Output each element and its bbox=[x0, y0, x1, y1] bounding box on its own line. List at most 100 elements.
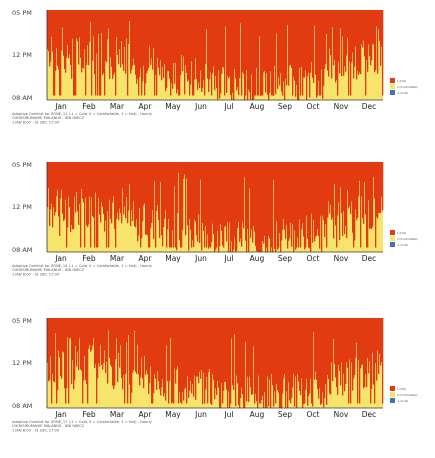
heatmap-cell-hot bbox=[237, 318, 239, 384]
heatmap-cell-hot bbox=[344, 318, 346, 392]
heatmap-cell-hot bbox=[347, 162, 349, 191]
heatmap-cell-hot bbox=[178, 318, 180, 404]
heatmap-cell-hot bbox=[68, 10, 70, 59]
heatmap-cell-hot bbox=[82, 162, 84, 199]
heatmap-cell-hot bbox=[138, 318, 140, 375]
heatmap-cell-hot bbox=[357, 10, 359, 71]
heatmap-cell-hot bbox=[259, 10, 261, 37]
heatmap-cell-hot bbox=[198, 318, 200, 384]
heatmap-cell-hot bbox=[102, 162, 104, 208]
heatmap-cell-hot bbox=[276, 162, 278, 222]
heatmap-cell-hot bbox=[286, 10, 288, 86]
heatmap-cell-hot bbox=[167, 318, 169, 382]
heatmap-cell-hot bbox=[296, 162, 298, 248]
heatmap-cell-hot bbox=[193, 162, 195, 248]
heatmap-cell-hot bbox=[252, 162, 254, 243]
heatmap-cell-hot bbox=[251, 318, 253, 395]
heatmap-cell-hot bbox=[110, 10, 112, 58]
heatmap-cell-hot bbox=[161, 162, 163, 236]
heatmap-cell-hot bbox=[327, 162, 329, 218]
heatmap-cell-hot bbox=[199, 318, 201, 372]
heatmap-cell-hot bbox=[361, 318, 363, 365]
x-tick-label: May bbox=[165, 410, 181, 419]
heatmap-chart-3: 05 PM 12 PM 08 AM Jan Feb Mar Apr May Jun Jul Aug S… bbox=[12, 317, 418, 432]
heatmap-cell-hot bbox=[165, 162, 167, 211]
heatmap-cell-hot bbox=[168, 162, 170, 219]
heatmap-cell-hot bbox=[165, 318, 167, 401]
heatmap-cell-hot bbox=[184, 10, 186, 95]
heatmap-cell-hot bbox=[116, 162, 118, 219]
heatmap-cell-hot bbox=[101, 162, 103, 203]
heatmap-cell-hot bbox=[364, 162, 366, 183]
heatmap-cell-hot bbox=[259, 162, 261, 252]
heatmap-cell-hot bbox=[142, 10, 144, 82]
heatmap-cell-hot bbox=[203, 10, 205, 81]
heatmap-cell-hot bbox=[72, 318, 74, 360]
heatmap-cell-hot bbox=[119, 162, 121, 209]
heatmap-cell-hot bbox=[83, 162, 85, 203]
heatmap-cell-hot bbox=[98, 10, 100, 35]
heatmap-cell-hot bbox=[275, 162, 277, 252]
heatmap-cell-hot bbox=[226, 162, 228, 242]
heatmap-cell-hot bbox=[196, 10, 198, 80]
heatmap-cell-hot bbox=[72, 162, 74, 230]
heatmap-cell-hot bbox=[358, 10, 360, 75]
heatmap-cell-hot bbox=[356, 162, 358, 221]
heatmap-cell-hot bbox=[366, 10, 368, 61]
heatmap-cell-hot bbox=[314, 162, 316, 242]
x-tick-label: Feb bbox=[82, 254, 96, 263]
heatmap-cell-hot bbox=[326, 318, 328, 406]
heatmap-cell-hot bbox=[223, 162, 225, 248]
heatmap-cell-hot bbox=[65, 10, 67, 73]
heatmap-cell-hot bbox=[178, 10, 180, 96]
heatmap-cell-hot bbox=[69, 318, 71, 339]
heatmap-cell-hot bbox=[338, 10, 340, 62]
heatmap-cell-hot bbox=[362, 10, 364, 48]
heatmap-cell-hot bbox=[273, 162, 275, 180]
heatmap-cell-hot bbox=[144, 162, 146, 204]
heatmap-cell-hot bbox=[132, 162, 134, 222]
heatmap-cell-hot bbox=[279, 10, 281, 86]
heatmap-cell-hot bbox=[340, 318, 342, 386]
heatmap-cell-hot bbox=[233, 162, 235, 250]
heatmap-cell-hot bbox=[324, 162, 326, 238]
heatmap-cell-hot bbox=[313, 162, 315, 221]
heatmap-cell-hot bbox=[179, 10, 181, 96]
heatmap-cell-hot bbox=[124, 10, 126, 47]
heatmap-cell-hot bbox=[295, 318, 297, 377]
heatmap-cell-hot bbox=[277, 10, 279, 89]
heatmap-cell-hot bbox=[281, 162, 283, 241]
heatmap-cell-hot bbox=[73, 162, 75, 229]
heatmap-cell-hot bbox=[381, 318, 383, 363]
heatmap-cell-hot bbox=[66, 162, 68, 248]
heatmap-cell-hot bbox=[265, 162, 267, 252]
heatmap-cell-hot bbox=[86, 10, 88, 66]
heatmap-cell-hot bbox=[55, 318, 57, 334]
heatmap-cell-hot bbox=[47, 10, 49, 50]
heatmap-cell-hot bbox=[123, 318, 125, 376]
heatmap-cell-hot bbox=[179, 162, 181, 241]
heatmap-cell-hot bbox=[371, 162, 373, 230]
heatmap-cell-hot bbox=[237, 10, 239, 88]
heatmap-cell-hot bbox=[256, 10, 258, 69]
heatmap-cell-hot bbox=[197, 162, 199, 242]
heatmap-cell-hot bbox=[257, 318, 259, 408]
y-tick-label: 05 PM bbox=[12, 317, 32, 325]
heatmap-cell-hot bbox=[207, 10, 209, 79]
heatmap-cell-hot bbox=[119, 318, 121, 368]
heatmap-cell-hot bbox=[55, 162, 57, 212]
heatmap-cell-hot bbox=[289, 10, 291, 66]
heatmap-cell-hot bbox=[127, 10, 129, 96]
heatmap-cell-hot bbox=[239, 162, 241, 242]
heatmap-cell-hot bbox=[199, 10, 201, 88]
x-tick-label: Jun bbox=[194, 410, 207, 419]
x-tick-label: Mar bbox=[110, 254, 125, 263]
heatmap-cell-hot bbox=[132, 318, 134, 373]
heatmap-cell-hot bbox=[240, 162, 242, 239]
heatmap-cell-hot bbox=[59, 10, 61, 96]
heatmap-cell-hot bbox=[317, 318, 319, 390]
heatmap-cell-hot bbox=[343, 318, 345, 374]
heatmap-cell-hot bbox=[207, 318, 209, 404]
heatmap-cell-hot bbox=[148, 162, 150, 248]
y-tick-label: 05 PM bbox=[12, 9, 32, 17]
